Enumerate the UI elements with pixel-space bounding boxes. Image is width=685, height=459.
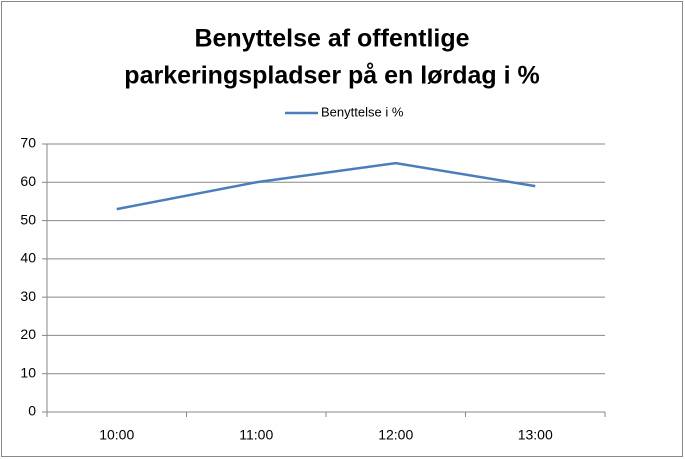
y-tick-label: 40 <box>20 250 36 266</box>
y-tick-label: 60 <box>20 173 36 189</box>
x-tick-label: 12:00 <box>378 427 413 443</box>
y-tick-label: 30 <box>20 288 36 304</box>
x-tick-label: 10:00 <box>99 427 134 443</box>
y-tick-label: 50 <box>20 211 36 227</box>
legend-label: Benyttelse i % <box>321 104 404 119</box>
chart-title: Benyttelse af offentlige <box>194 25 469 53</box>
x-tick-label: 13:00 <box>518 427 553 443</box>
y-tick-label: 0 <box>28 403 36 419</box>
chart-title: parkeringspladser på en lørdag i % <box>124 62 539 90</box>
y-tick-label: 10 <box>20 364 36 380</box>
x-tick-label: 11:00 <box>239 427 273 443</box>
y-tick-label: 70 <box>20 135 36 151</box>
y-tick-label: 20 <box>20 326 36 342</box>
data-line <box>116 161 536 211</box>
